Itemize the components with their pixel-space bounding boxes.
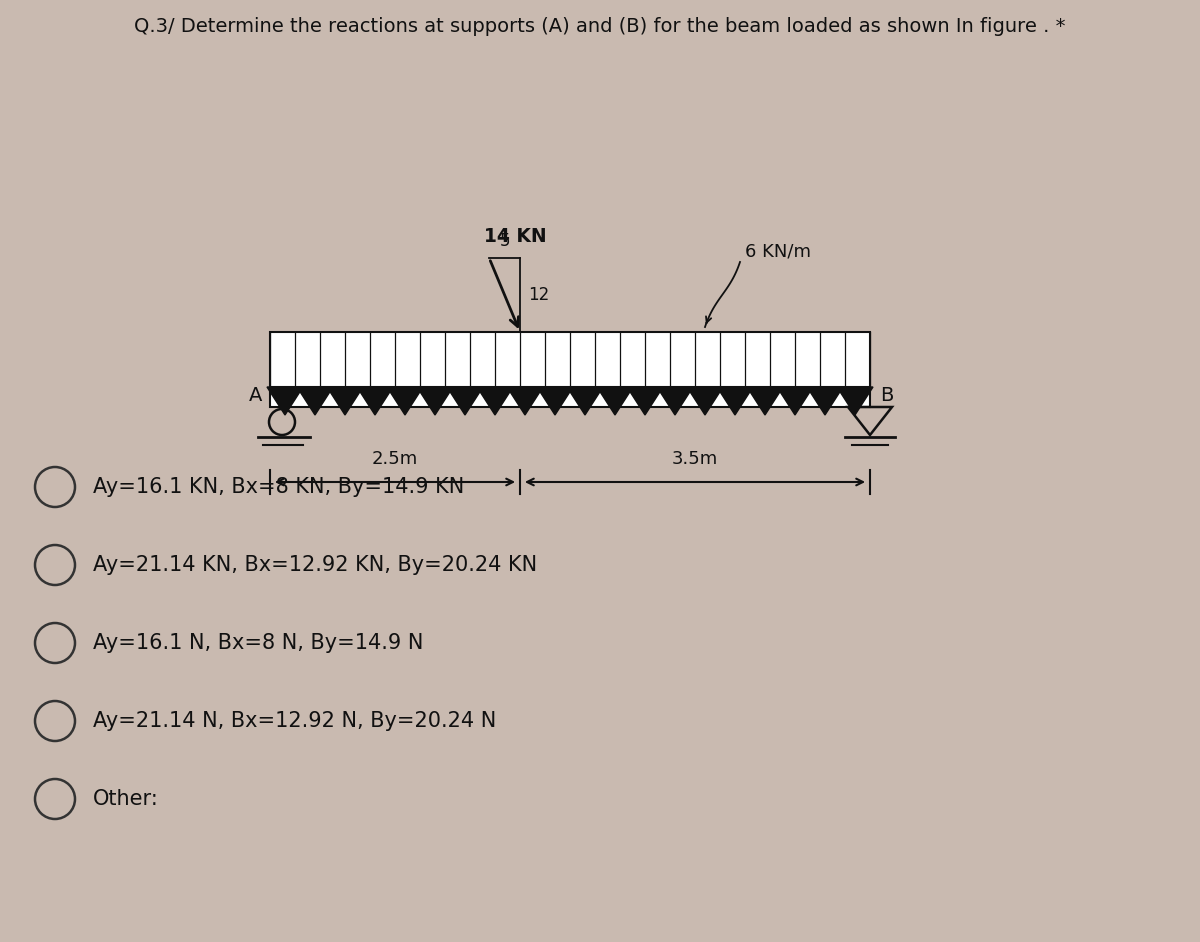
Polygon shape xyxy=(746,387,782,415)
Text: 6 KN/m: 6 KN/m xyxy=(745,243,811,261)
Polygon shape xyxy=(298,387,334,415)
Text: B: B xyxy=(880,386,893,405)
Polygon shape xyxy=(508,387,542,415)
Polygon shape xyxy=(386,387,422,415)
Text: 5: 5 xyxy=(499,232,510,251)
Polygon shape xyxy=(808,387,842,415)
Bar xyxy=(270,332,870,387)
Polygon shape xyxy=(628,387,662,415)
Polygon shape xyxy=(538,387,574,415)
Text: Other:: Other: xyxy=(94,789,158,809)
Polygon shape xyxy=(718,387,754,415)
Polygon shape xyxy=(568,387,602,415)
Text: A: A xyxy=(248,386,262,405)
Text: Ay=16.1 KN, Bx=8 KN, By=14.9 KN: Ay=16.1 KN, Bx=8 KN, By=14.9 KN xyxy=(94,477,464,497)
Text: Ay=16.1 N, Bx=8 N, By=14.9 N: Ay=16.1 N, Bx=8 N, By=14.9 N xyxy=(94,633,424,653)
Polygon shape xyxy=(476,387,512,415)
Text: Q.3/ Determine the reactions at supports (A) and (B) for the beam loaded as show: Q.3/ Determine the reactions at supports… xyxy=(134,17,1066,36)
Text: 14 KN: 14 KN xyxy=(485,227,547,246)
Polygon shape xyxy=(448,387,482,415)
Polygon shape xyxy=(418,387,454,415)
Text: Ay=21.14 N, Bx=12.92 N, By=20.24 N: Ay=21.14 N, Bx=12.92 N, By=20.24 N xyxy=(94,711,497,731)
Polygon shape xyxy=(686,387,722,415)
Polygon shape xyxy=(778,387,814,415)
Polygon shape xyxy=(358,387,394,415)
Text: 12: 12 xyxy=(528,286,550,304)
Polygon shape xyxy=(658,387,692,415)
Bar xyxy=(270,387,870,407)
Text: Ay=21.14 KN, Bx=12.92 KN, By=20.24 KN: Ay=21.14 KN, Bx=12.92 KN, By=20.24 KN xyxy=(94,555,538,575)
Text: 3.5m: 3.5m xyxy=(672,450,718,468)
Polygon shape xyxy=(326,387,364,415)
Polygon shape xyxy=(838,387,874,415)
Polygon shape xyxy=(266,387,302,415)
Text: 2.5m: 2.5m xyxy=(372,450,418,468)
Polygon shape xyxy=(598,387,634,415)
